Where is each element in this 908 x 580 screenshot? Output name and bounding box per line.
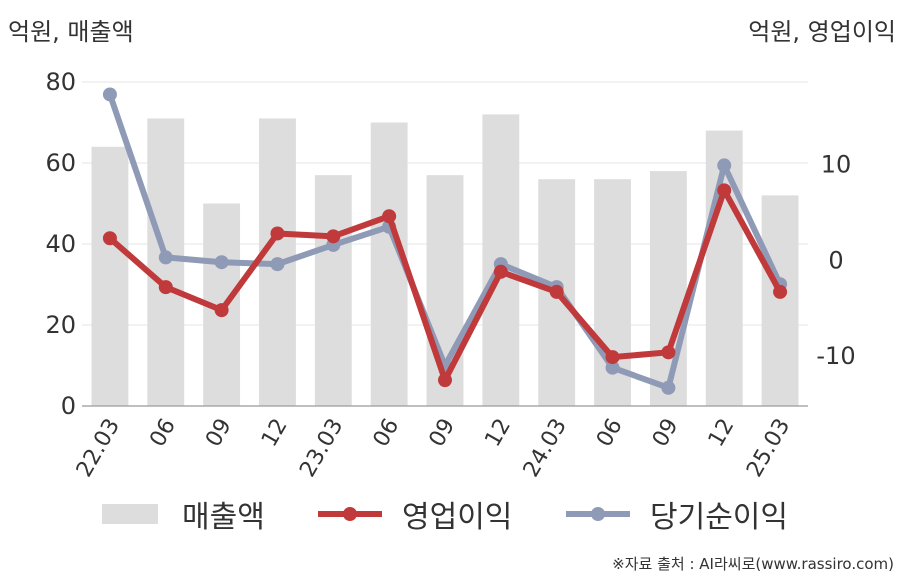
legend-line-swatch-net bbox=[566, 507, 630, 521]
point-operating bbox=[605, 350, 620, 365]
x-tick-label: 09 bbox=[201, 415, 237, 452]
point-operating bbox=[438, 373, 452, 388]
y-right-tick-label: 10 bbox=[821, 150, 852, 178]
x-tick-label: 09 bbox=[425, 415, 461, 452]
legend-item-revenue: 매출액 bbox=[102, 494, 265, 535]
x-tick-label: 12 bbox=[257, 415, 293, 452]
point-operating bbox=[102, 231, 117, 246]
point-operating bbox=[270, 226, 285, 241]
point-net bbox=[270, 257, 285, 272]
x-tick-label: 12 bbox=[704, 415, 740, 452]
point-operating bbox=[773, 284, 788, 299]
x-tick-label: 22.03 bbox=[72, 415, 125, 482]
bar-revenue bbox=[761, 195, 799, 406]
y-left-tick-label: 80 bbox=[45, 68, 76, 96]
x-tick-label: 06 bbox=[369, 415, 405, 452]
legend-item-net: 당기순이익 bbox=[566, 494, 788, 535]
right-axis-unit: 억원, 영업이익 bbox=[748, 18, 896, 46]
y-left-tick-label: 60 bbox=[45, 149, 76, 177]
y-right-tick-label: 0 bbox=[828, 246, 843, 274]
point-net bbox=[102, 87, 117, 102]
x-tick-label: 09 bbox=[648, 415, 684, 452]
point-operating bbox=[717, 183, 732, 198]
y-right-tick-label: -10 bbox=[816, 342, 855, 370]
point-net bbox=[717, 158, 732, 173]
x-tick-label: 06 bbox=[592, 415, 628, 452]
point-operating bbox=[549, 284, 564, 299]
point-operating bbox=[326, 229, 341, 244]
x-tick-label: 12 bbox=[480, 415, 516, 452]
bar-revenue bbox=[91, 146, 129, 407]
point-operating bbox=[214, 303, 229, 318]
legend-line-swatch-operating bbox=[318, 507, 382, 521]
y-left-tick-label: 40 bbox=[45, 230, 76, 258]
chart-legend: 매출액 영업이익 당기순이익 bbox=[0, 494, 908, 535]
x-tick-label: 25.03 bbox=[742, 415, 795, 482]
y-left-tick-label: 20 bbox=[45, 311, 76, 339]
point-net bbox=[158, 250, 173, 265]
legend-label-revenue: 매출액 bbox=[182, 500, 265, 535]
point-operating bbox=[382, 209, 397, 224]
x-tick-label: 06 bbox=[145, 415, 181, 452]
x-tick-label: 24.03 bbox=[519, 415, 572, 482]
point-net bbox=[214, 255, 229, 270]
point-net bbox=[605, 360, 620, 375]
point-net bbox=[661, 380, 676, 395]
point-operating bbox=[158, 280, 173, 295]
bar-revenue bbox=[649, 171, 687, 406]
bar-revenue bbox=[314, 175, 352, 406]
legend-label-operating: 영업이익 bbox=[402, 500, 513, 535]
point-operating bbox=[661, 345, 676, 360]
x-tick-label: 23.03 bbox=[295, 415, 348, 482]
left-axis-unit: 억원, 매출액 bbox=[8, 18, 134, 46]
source-note: ※자료 출처 : AI라씨로(www.rassiro.com) bbox=[612, 555, 894, 573]
legend-bar-swatch bbox=[102, 504, 158, 524]
legend-item-operating: 영업이익 bbox=[318, 494, 513, 535]
point-operating bbox=[493, 264, 508, 279]
y-left-tick-label: 0 bbox=[61, 392, 76, 420]
legend-label-net: 당기순이익 bbox=[650, 500, 788, 535]
